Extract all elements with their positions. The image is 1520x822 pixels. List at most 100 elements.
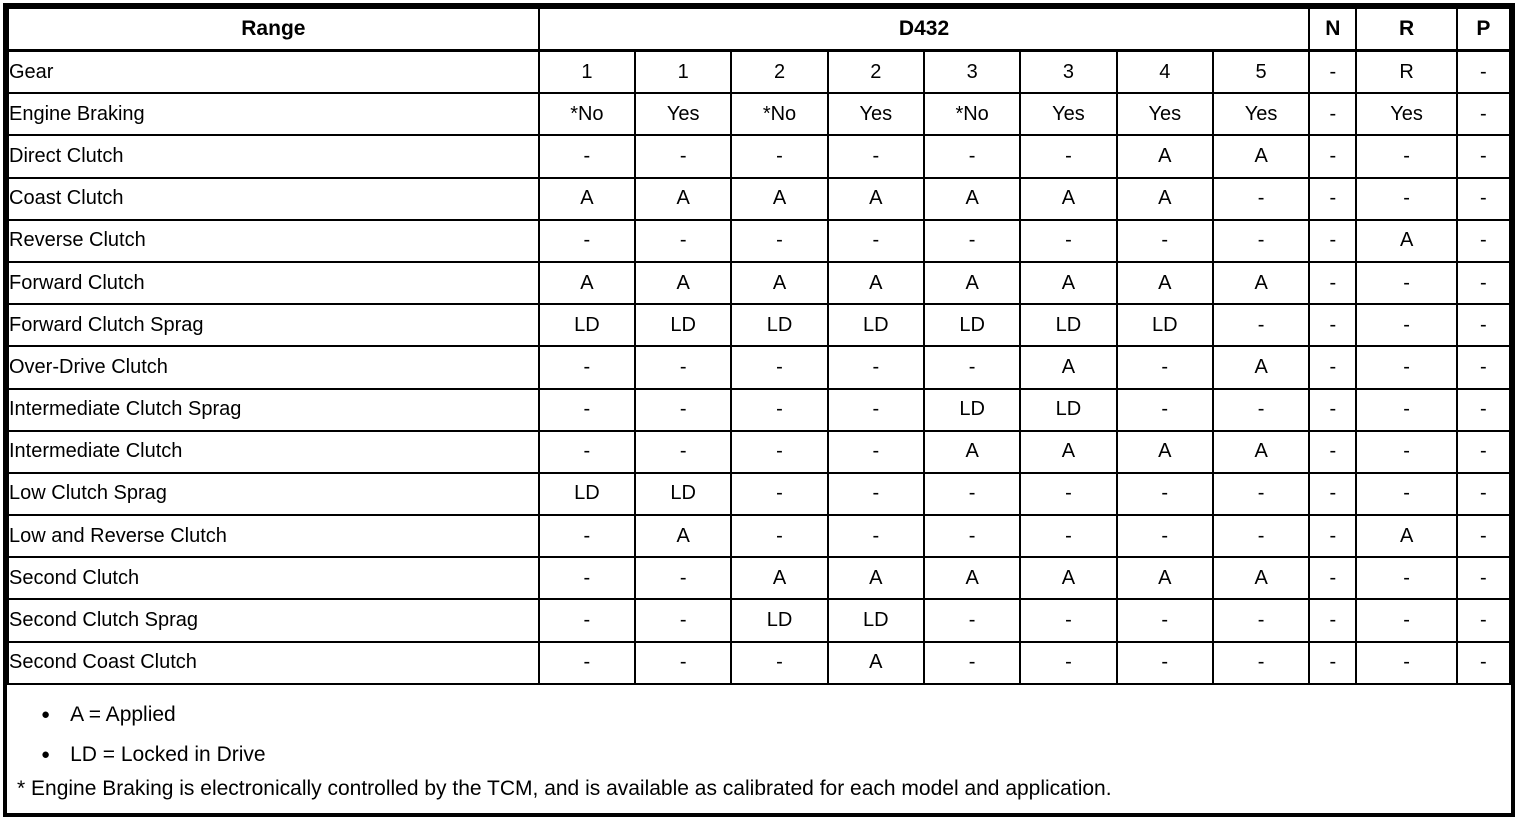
- cell-value: 1: [634, 49, 733, 95]
- header-range: Range: [7, 7, 540, 52]
- cell-value: -: [1455, 514, 1512, 559]
- cell-value: -: [1115, 387, 1214, 432]
- cell-value: -: [1308, 92, 1358, 137]
- cell-value: Yes: [1355, 92, 1458, 137]
- application-table: Range D432 N R P Gear 1 1 2 2 3 3 4 5- R - Engine B…: [7, 7, 1512, 685]
- cell-value: A: [826, 640, 925, 685]
- cell-value: A: [537, 260, 637, 306]
- header-park: P: [1455, 7, 1512, 52]
- legend-text: LD = Locked in Drive: [70, 742, 266, 766]
- cell-value: LD: [1019, 303, 1118, 348]
- cell-value: 3: [1019, 49, 1118, 95]
- cell-value: LD: [730, 598, 829, 643]
- cell-value: -: [1455, 556, 1512, 601]
- cell-value: -: [634, 134, 733, 179]
- cell-value: Yes: [1115, 92, 1214, 137]
- cell-value: -: [634, 598, 733, 643]
- cell-value: Yes: [1211, 92, 1311, 137]
- table-row: Over-Drive Clutch - - - - - A - A - - -: [7, 345, 1512, 390]
- cell-value: A: [826, 176, 925, 221]
- row-label: Second Coast Clutch: [7, 640, 540, 685]
- cell-value: A: [1115, 260, 1214, 306]
- cell-value: -: [1308, 556, 1358, 601]
- table-row: Second Clutch Sprag - - LD LD - - - - - - -: [7, 598, 1512, 643]
- engine-braking-footnote: * Engine Braking is electronically contr…: [17, 777, 1112, 800]
- cell-value: -: [1308, 303, 1358, 348]
- cell-value: LD: [1115, 303, 1214, 348]
- cell-value: -: [634, 387, 733, 432]
- cell-value: -: [1115, 514, 1214, 559]
- cell-value: A: [922, 429, 1022, 474]
- cell-value: A: [1019, 260, 1118, 306]
- cell-value: -: [1355, 471, 1458, 517]
- cell-value: -: [1019, 598, 1118, 643]
- cell-value: LD: [1019, 387, 1118, 432]
- header-reverse: R: [1355, 7, 1458, 52]
- bullet-icon: ●: [41, 746, 51, 764]
- cell-value: A: [1211, 260, 1311, 306]
- cell-value: -: [634, 640, 733, 685]
- cell-value: -: [1019, 640, 1118, 685]
- cell-value: 4: [1115, 49, 1214, 95]
- cell-value: A: [1115, 134, 1214, 179]
- cell-value: -: [1455, 49, 1512, 95]
- table-row: Engine Braking *No Yes *No Yes *No Yes Yes Yes - Y…: [7, 92, 1512, 137]
- cell-value: A: [730, 176, 829, 221]
- cell-value: -: [922, 345, 1022, 390]
- cell-value: -: [1355, 176, 1458, 221]
- cell-value: Yes: [826, 92, 925, 137]
- row-label: Low and Reverse Clutch: [7, 514, 540, 559]
- cell-value: -: [537, 345, 637, 390]
- cell-value: -: [1455, 345, 1512, 390]
- legend-text: A = Applied: [70, 702, 176, 726]
- cell-value: -: [1308, 176, 1358, 221]
- cell-value: A: [537, 176, 637, 221]
- cell-value: -: [730, 514, 829, 559]
- cell-value: -: [826, 218, 925, 263]
- cell-value: -: [634, 345, 733, 390]
- header-d432: D432: [537, 7, 1311, 52]
- cell-value: -: [1211, 471, 1311, 517]
- cell-value: -: [1308, 640, 1358, 685]
- cell-value: -: [826, 345, 925, 390]
- cell-value: -: [1308, 387, 1358, 432]
- cell-value: -: [1308, 345, 1358, 390]
- cell-value: -: [1308, 49, 1358, 95]
- cell-value: -: [1355, 598, 1458, 643]
- cell-value: -: [537, 218, 637, 263]
- clutch-application-chart: Range D432 N R P Gear 1 1 2 2 3 3 4 5- R - Engine B…: [3, 3, 1515, 817]
- cell-value: LD: [922, 303, 1022, 348]
- cell-value: -: [826, 514, 925, 559]
- cell-value: -: [1019, 514, 1118, 559]
- cell-value: A: [1211, 429, 1311, 474]
- cell-value: -: [1355, 429, 1458, 474]
- cell-value: -: [730, 640, 829, 685]
- cell-value: *No: [922, 92, 1022, 137]
- cell-value: -: [1115, 640, 1214, 685]
- bullet-icon: ●: [41, 706, 51, 724]
- row-label: Direct Clutch: [7, 134, 540, 179]
- cell-value: -: [922, 218, 1022, 263]
- cell-value: -: [1115, 471, 1214, 517]
- row-label: Forward Clutch: [7, 260, 540, 306]
- cell-value: -: [922, 514, 1022, 559]
- cell-value: LD: [826, 303, 925, 348]
- cell-value: -: [1115, 345, 1214, 390]
- cell-value: -: [1455, 176, 1512, 221]
- cell-value: -: [730, 387, 829, 432]
- row-label: Second Clutch: [7, 556, 540, 601]
- cell-value: -: [1455, 260, 1512, 306]
- table-row: Gear 1 1 2 2 3 3 4 5- R -: [7, 49, 1512, 95]
- cell-value: -: [1211, 598, 1311, 643]
- cell-value: A: [730, 556, 829, 601]
- cell-value: -: [1455, 303, 1512, 348]
- table-row: Low Clutch Sprag LD LD - - - - - - - - -: [7, 471, 1512, 517]
- cell-value: -: [1115, 218, 1214, 263]
- header-row: Range D432 N R P: [7, 7, 1512, 52]
- cell-value: LD: [826, 598, 925, 643]
- table-row: Intermediate Clutch Sprag - - - - LD LD - - - - -: [7, 387, 1512, 432]
- cell-value: -: [826, 471, 925, 517]
- cell-value: A: [826, 556, 925, 601]
- cell-value: -: [1308, 514, 1358, 559]
- cell-value: -: [1355, 387, 1458, 432]
